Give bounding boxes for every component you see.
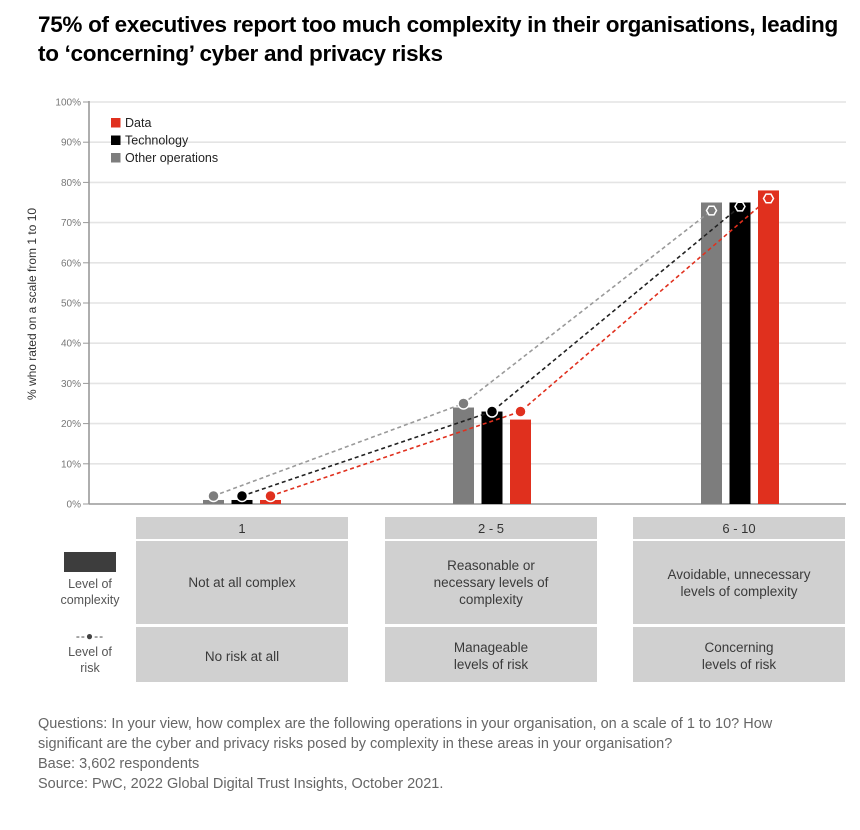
bar-data: [510, 419, 531, 504]
bar-technology: [481, 411, 503, 504]
category-complexity: Avoidable, unnecessary levels of complex…: [633, 541, 845, 627]
risk-marker-other_operations: [705, 205, 718, 216]
category-header: 2 - 5: [385, 517, 597, 541]
y-tick-label: 100%: [55, 98, 81, 109]
category-complexity: Reasonable or necessary levels of comple…: [385, 541, 597, 627]
legend-swatch-other_operations-icon: [111, 153, 121, 163]
y-tick-label: 60%: [61, 258, 81, 269]
footnote-source: Source: PwC, 2022 Global Digital Trust I…: [38, 776, 444, 792]
legend-swatch-technology-icon: [111, 135, 121, 145]
y-tick-label: 10%: [61, 459, 81, 470]
bar-other_operations: [701, 202, 722, 504]
y-tick-label: 90%: [61, 138, 81, 149]
key-risk: --●-- Level of risk: [45, 630, 135, 676]
bar-technology: [729, 202, 751, 504]
risk-line-data: [270, 197, 770, 497]
category-risk: Concerning levels of risk: [701, 640, 777, 672]
legend-swatch-data-icon: [111, 118, 121, 128]
risk-marker-technology: [485, 405, 499, 418]
legend-label-data: Data: [125, 116, 151, 130]
bar-data: [758, 190, 779, 504]
category-box-6-10: 6 - 10 Avoidable, unnecessary levels of …: [633, 517, 845, 682]
category-header: 1: [136, 517, 348, 541]
category-risk: Manageable levels of risk: [453, 640, 529, 672]
bar-other_operations: [453, 407, 474, 504]
y-tick-label: 30%: [61, 379, 81, 390]
category-box-1: 1 Not at all complex No risk at all: [136, 517, 348, 682]
risk-marker-data: [514, 405, 527, 418]
y-tick-label: 0%: [67, 500, 82, 511]
risk-marker-technology: [734, 201, 746, 212]
risk-marker-technology: [235, 489, 249, 503]
y-tick-label: 70%: [61, 218, 81, 229]
key-complexity: Level of complexity: [45, 552, 135, 608]
footnote-questions: Questions: In your view, how complex are…: [38, 716, 773, 752]
legend: Data Technology Other operations: [111, 116, 218, 165]
legend-label-other_operations: Other operations: [125, 151, 218, 165]
y-tick-label: 40%: [61, 339, 81, 350]
risk-markers: [207, 193, 775, 503]
risk-line-icon: --●--: [75, 629, 105, 643]
risk-marker-other_operations: [207, 489, 220, 503]
risk-line-technology: [241, 205, 741, 497]
chart-plot: 0% 10% 20% 30% 40% 50% 60% 70% 80% 90% 100% Data Te…: [25, 98, 846, 511]
y-tick-label: 80%: [61, 178, 81, 189]
y-tick-label: 20%: [61, 419, 81, 430]
legend-label-technology: Technology: [125, 134, 189, 148]
category-box-2-5: 2 - 5 Reasonable or necessary levels of …: [385, 517, 597, 682]
key-risk-label: Level of risk: [68, 645, 112, 675]
risk-marker-data: [762, 193, 775, 204]
y-tick-label: 50%: [61, 299, 81, 310]
y-axis-label: % who rated on a scale from 1 to 10: [25, 208, 39, 400]
bars: [203, 190, 779, 504]
footnote: Questions: In your view, how complex are…: [38, 714, 838, 794]
risk-marker-data: [264, 489, 277, 503]
chart-title: 75% of executives report too much comple…: [38, 12, 838, 66]
risk-marker-other_operations: [457, 397, 470, 410]
category-complexity: Not at all complex: [136, 541, 348, 627]
key-complexity-label: Level of complexity: [60, 577, 120, 607]
complexity-swatch-icon: [64, 552, 116, 572]
category-header: 6 - 10: [633, 517, 845, 541]
category-risk: No risk at all: [204, 648, 280, 664]
footnote-base: Base: 3,602 respondents: [38, 756, 200, 772]
